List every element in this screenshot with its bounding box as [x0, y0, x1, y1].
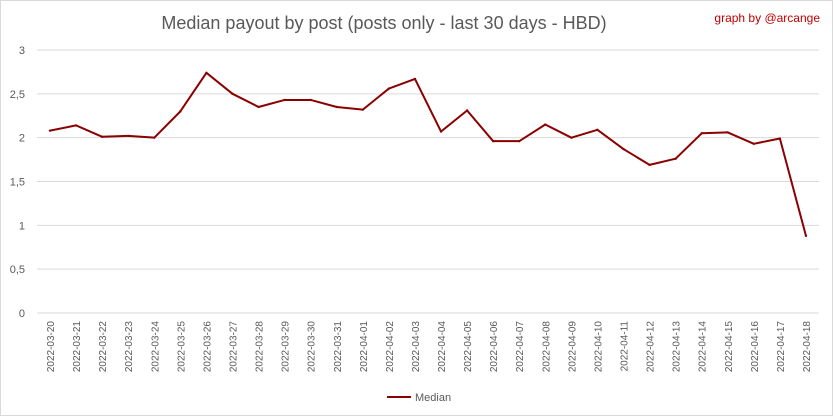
x-tick-label: 2022-04-18	[802, 321, 813, 373]
data-point	[48, 129, 52, 132]
x-tick-label: 2022-04-14	[698, 321, 709, 373]
y-tick-label: 3	[19, 45, 25, 57]
data-point	[491, 139, 495, 143]
y-tick-label: 1,5	[10, 177, 25, 189]
data-point	[127, 134, 130, 138]
x-tick-label: 2022-03-29	[281, 321, 292, 373]
x-tick-label: 2022-04-11	[620, 321, 631, 372]
data-point	[74, 124, 78, 127]
data-point	[570, 136, 573, 139]
data-point	[231, 92, 234, 96]
data-point	[648, 163, 651, 167]
data-point	[439, 130, 443, 133]
data-point	[257, 105, 260, 109]
x-tick-label: 2022-04-15	[724, 321, 735, 373]
data-point	[804, 234, 808, 238]
x-tick-label: 2022-03-22	[98, 321, 109, 373]
x-tick-label: 2022-03-28	[255, 321, 266, 373]
x-tick-label: 2022-04-04	[437, 321, 448, 373]
x-tick-label: 2022-04-01	[359, 321, 370, 373]
data-point	[100, 135, 104, 138]
x-tick-label: 2022-03-30	[307, 321, 318, 373]
x-tick-label: 2022-04-05	[463, 321, 474, 373]
x-tick-label: 2022-04-06	[489, 321, 500, 373]
x-tick-label: 2022-04-07	[515, 321, 526, 373]
x-tick-label: 2022-03-25	[176, 321, 187, 373]
x-tick-label: 2022-04-08	[541, 321, 552, 373]
x-tick-label: 2022-03-27	[229, 321, 240, 373]
x-tick-label: 2022-03-23	[124, 321, 135, 373]
x-tick-label: 2022-03-31	[333, 321, 344, 373]
data-point	[726, 131, 729, 134]
data-point	[518, 139, 521, 143]
data-point	[622, 147, 625, 151]
y-tick-label: 2	[19, 133, 25, 145]
data-point	[179, 110, 182, 113]
data-point	[465, 109, 469, 112]
x-tick-label: 2022-03-20	[46, 321, 57, 373]
data-point	[283, 98, 286, 102]
y-tick-label: 0,5	[10, 264, 25, 276]
data-point	[309, 98, 312, 102]
x-tick-label: 2022-03-21	[72, 321, 83, 373]
x-tick-label: 2022-04-12	[646, 321, 657, 373]
y-tick-label: 1	[19, 220, 25, 232]
data-point	[413, 77, 417, 81]
data-point	[335, 105, 338, 109]
data-point	[153, 136, 156, 139]
x-tick-label: 2022-03-24	[150, 321, 161, 373]
y-tick-label: 2,5	[10, 89, 25, 101]
x-tick-label: 2022-04-10	[593, 321, 604, 373]
data-point	[544, 123, 547, 126]
data-point	[674, 157, 677, 160]
y-tick-label: 0	[19, 308, 25, 320]
data-point	[387, 87, 391, 90]
legend-label: Median	[415, 392, 451, 404]
data-point	[361, 108, 365, 111]
x-tick-label: 2022-04-16	[750, 321, 761, 373]
data-point	[752, 142, 756, 146]
x-tick-label: 2022-03-26	[202, 321, 213, 373]
data-point	[596, 128, 599, 131]
x-tick-label: 2022-04-17	[776, 321, 787, 373]
data-point	[205, 71, 208, 74]
x-tick-label: 2022-04-13	[672, 321, 683, 373]
chart-credit: graph by @arcange	[714, 11, 820, 25]
x-tick-label: 2022-04-09	[567, 321, 578, 373]
chart-title: Median payout by post (posts only - last…	[161, 13, 607, 33]
x-tick-label: 2022-04-03	[411, 321, 422, 373]
series-line-median	[49, 71, 807, 237]
data-point	[778, 137, 782, 140]
data-point	[700, 132, 703, 135]
x-tick-label: 2022-04-02	[385, 321, 396, 373]
